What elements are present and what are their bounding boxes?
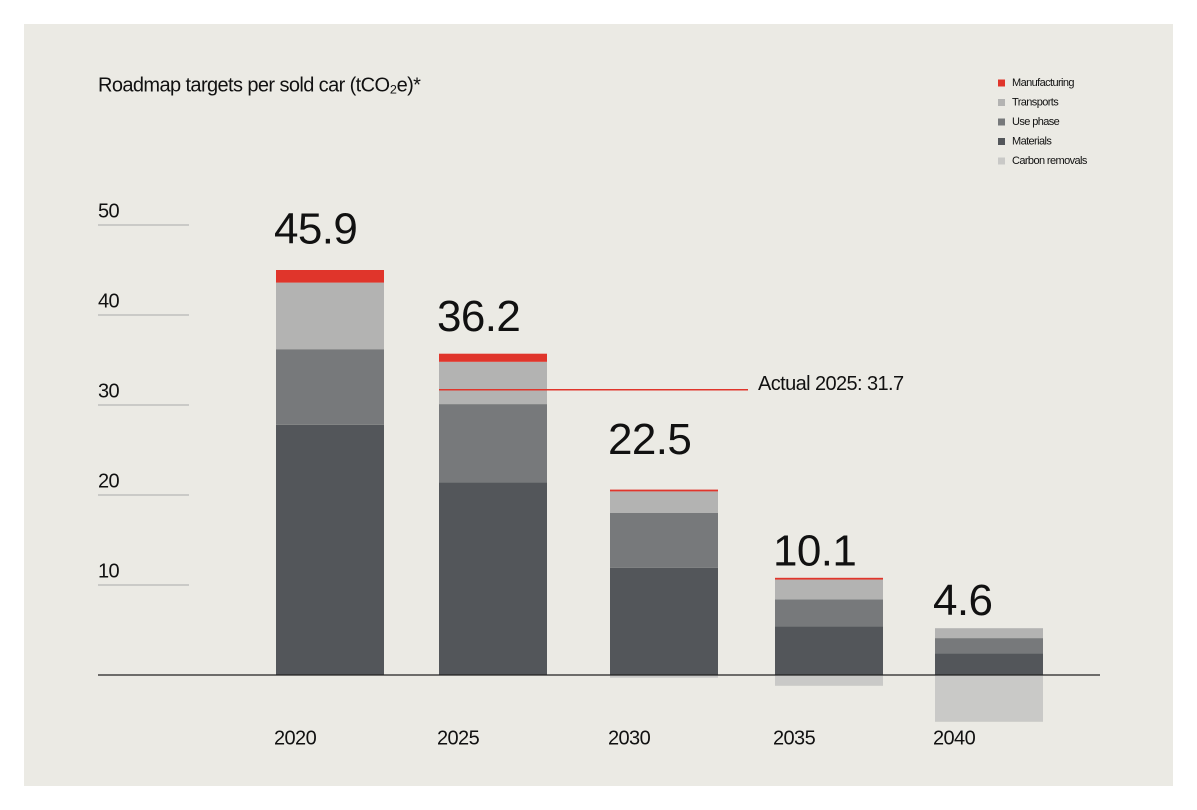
bar-segment — [935, 628, 1043, 639]
bar-segment — [775, 579, 883, 600]
legend-swatch — [998, 157, 1005, 165]
bar-segment — [276, 270, 384, 283]
bar-segment — [775, 577, 883, 580]
total-label: 36.2 — [437, 292, 520, 341]
y-tick-label: 20 — [98, 470, 120, 492]
bar-segment — [610, 491, 718, 513]
legend-swatch — [998, 118, 1005, 126]
bar-segment — [775, 599, 883, 627]
y-tick-label: 40 — [98, 290, 120, 312]
bar-segment — [610, 567, 718, 675]
legend-label: Carbon removals — [1012, 155, 1088, 167]
y-tick-label: 10 — [98, 560, 120, 582]
x-tick-label: 2030 — [608, 727, 651, 749]
legend-label: Use phase — [1012, 116, 1060, 128]
bar-segment — [610, 675, 718, 678]
legend-swatch — [998, 99, 1005, 106]
legend-swatch — [998, 138, 1005, 145]
bar-segment — [935, 675, 1043, 722]
bar-segment — [276, 349, 384, 425]
x-tick-label: 2035 — [773, 727, 816, 749]
legend-swatch — [998, 79, 1005, 87]
total-label: 22.5 — [608, 415, 691, 464]
y-tick-label: 30 — [98, 380, 120, 402]
x-tick-label: 2025 — [437, 727, 480, 749]
bar-segment — [439, 482, 547, 675]
x-tick-label: 2040 — [933, 727, 976, 749]
total-label: 10.1 — [773, 527, 856, 576]
bar-segment — [935, 638, 1043, 654]
legend-label: Transports — [1012, 96, 1059, 108]
bar-segment — [439, 404, 547, 483]
bar-segment — [276, 282, 384, 350]
bar-segment — [935, 653, 1043, 675]
bar-segment — [775, 626, 883, 675]
bar-segment — [775, 675, 883, 686]
bar-segment — [276, 424, 384, 675]
y-tick-label: 50 — [98, 200, 120, 222]
bar-segment — [610, 513, 718, 568]
total-label: 4.6 — [933, 576, 992, 625]
legend-label: Manufacturing — [1012, 77, 1074, 89]
x-tick-label: 2020 — [274, 727, 317, 749]
bar-segment — [610, 489, 718, 492]
bar-segment — [439, 361, 547, 405]
legend-label: Materials — [1012, 135, 1052, 147]
bar-segment — [439, 353, 547, 362]
annotation-label: Actual 2025: 31.7 — [758, 373, 904, 395]
total-label: 45.9 — [274, 205, 357, 254]
chart-title: Roadmap targets per sold car (tCO₂e)* — [98, 74, 421, 96]
